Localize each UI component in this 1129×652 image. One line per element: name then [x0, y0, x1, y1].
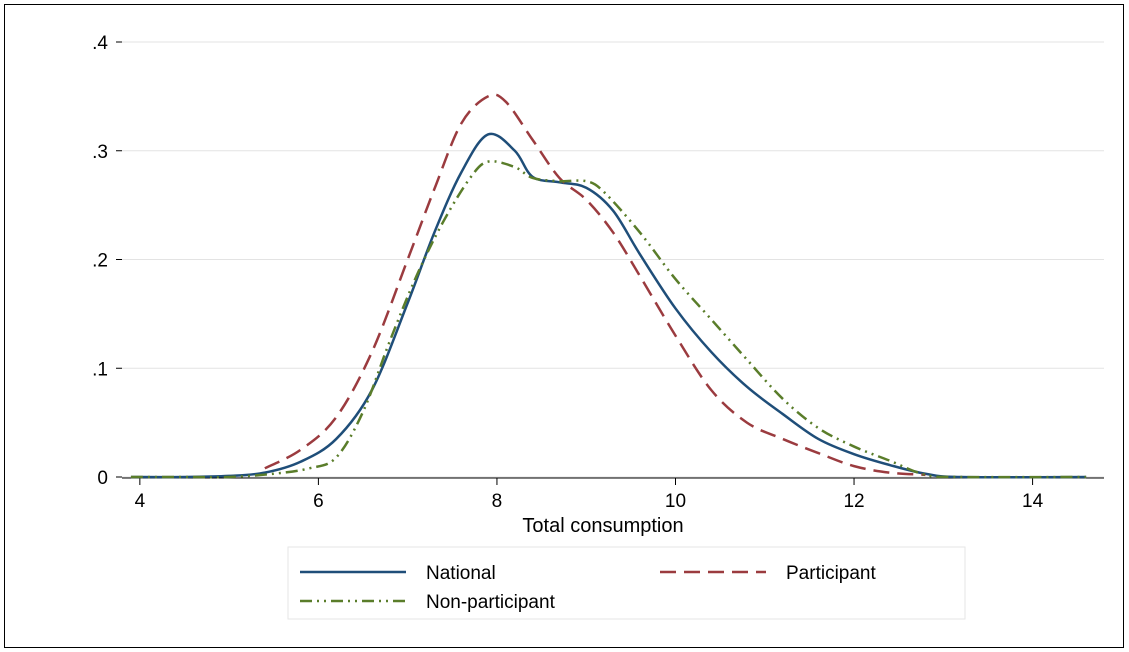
- legend-entry-participant: Participant: [660, 563, 876, 584]
- y-tick-label: .2: [92, 251, 108, 272]
- y-tick-label: .3: [92, 142, 108, 163]
- x-tick-label: 12: [843, 491, 864, 512]
- chart-frame: [4, 4, 1124, 648]
- legend-label: Participant: [786, 563, 876, 584]
- x-tick-label: 6: [313, 491, 324, 512]
- legend-label: National: [426, 563, 496, 584]
- legend-entry-non-participant: Non-participant: [300, 592, 556, 613]
- legend: National Participant Non-participant: [287, 546, 966, 620]
- y-tick-label: .4: [92, 33, 108, 54]
- legend-entry-national: National: [300, 563, 496, 584]
- legend-box: [287, 546, 966, 620]
- x-tick-label: 14: [1022, 491, 1044, 512]
- legend-label: Non-participant: [426, 592, 556, 613]
- grid-lines: [122, 41, 1104, 478]
- tick-labels: 0 .1 .2 .3 .4 4 6 8 10 12 14: [92, 33, 1043, 512]
- x-tick-label: 10: [665, 491, 686, 512]
- series-line-non-participant: [130, 159, 1087, 479]
- y-tick-label: .1: [92, 359, 108, 380]
- x-tick-label: 4: [135, 491, 146, 512]
- legend-entries: National Participant Non-participant: [300, 563, 876, 613]
- axes: [116, 41, 1104, 485]
- x-tick-label: 8: [492, 491, 503, 512]
- x-axis-title: Total consumption: [522, 515, 683, 537]
- series-line-national: [130, 132, 1087, 479]
- series-lines: [130, 93, 1087, 479]
- series-line-participant: [264, 93, 926, 477]
- y-tick-label: 0: [97, 468, 108, 489]
